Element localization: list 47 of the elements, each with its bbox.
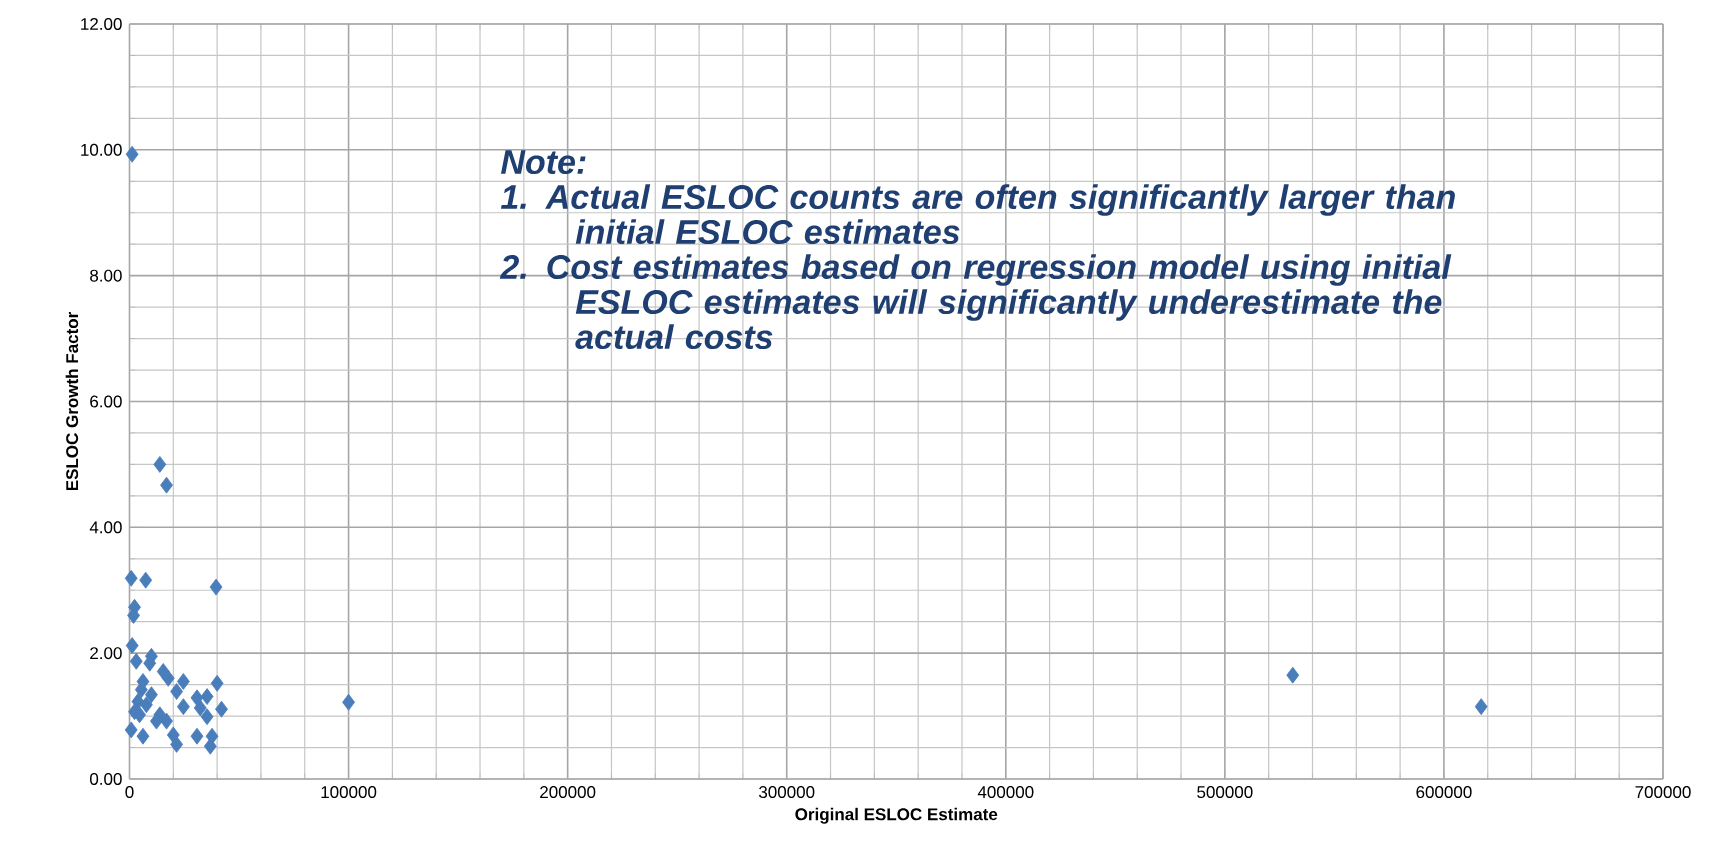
annotation: Note: xyxy=(501,150,586,175)
x-tick-label: 100000 xyxy=(321,786,377,799)
y-tick-label: 2.00 xyxy=(90,647,122,660)
annotation: 1. Actual ESLOC counts are often significantly larger than initial ESLOC estimates xyxy=(500,184,1455,245)
point xyxy=(160,712,173,730)
x-axis-title: Original ESLOC Estimate xyxy=(795,807,998,824)
point xyxy=(190,727,204,745)
point xyxy=(1474,698,1488,716)
x-tick-label: 300000 xyxy=(759,786,815,799)
y-tick-label: 4.00 xyxy=(89,521,122,534)
point xyxy=(153,456,167,473)
point xyxy=(160,476,173,494)
point xyxy=(125,637,139,654)
y-tick-label: 12.00 xyxy=(81,17,122,30)
x-tick-label: 0 xyxy=(125,786,134,799)
point xyxy=(342,693,355,711)
annotation: 2. Cost estimates based on regression model using initial ESLOC estimates will significantly underestimate the actual costs xyxy=(499,254,1452,350)
point xyxy=(210,674,224,692)
y-tick-label: 10.00 xyxy=(81,143,122,156)
point xyxy=(145,686,158,704)
point xyxy=(170,683,183,700)
point xyxy=(193,699,207,717)
point xyxy=(170,735,183,753)
point xyxy=(176,698,190,716)
point xyxy=(125,145,139,163)
y-axis-title: ESLOC Growth Factor xyxy=(65,312,79,491)
x-tick-label: 200000 xyxy=(540,786,596,799)
x-tick-label: 400000 xyxy=(977,786,1034,799)
x-tick-label: 500000 xyxy=(1197,786,1253,799)
point xyxy=(139,696,153,714)
x-tick-label: 700000 xyxy=(1635,786,1691,799)
point xyxy=(176,673,190,690)
point xyxy=(124,569,138,587)
point xyxy=(129,652,143,670)
point xyxy=(1286,666,1300,684)
y-tick-label: 0.00 xyxy=(90,772,122,785)
point xyxy=(215,700,228,718)
point xyxy=(136,727,150,745)
y-tick-label: 6.00 xyxy=(90,395,122,408)
x-tick-label: 600000 xyxy=(1416,786,1472,799)
point xyxy=(161,669,175,687)
point xyxy=(139,571,153,589)
y-tick-label: 8.00 xyxy=(90,269,122,282)
point xyxy=(124,721,138,739)
point xyxy=(200,688,214,705)
point xyxy=(200,708,214,726)
point xyxy=(209,578,223,596)
